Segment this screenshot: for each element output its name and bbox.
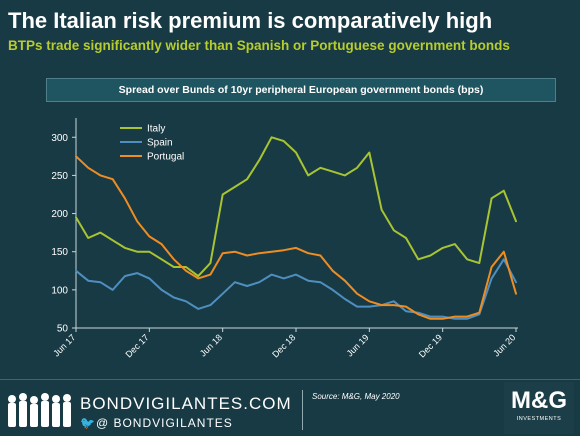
y-tick-label: 200 (51, 209, 68, 220)
x-tick-label: Jun 19 (345, 332, 371, 358)
x-tick-label: Dec 18 (270, 332, 297, 359)
line-chart: 50 100 150 200 250 300 Jun 17 Dec 17 Jun 18 Dec 1… (51, 118, 518, 360)
page-title: The Italian risk premium is comparativel… (8, 8, 493, 33)
y-tick-label: 50 (57, 324, 69, 335)
y-tick-label: 100 (51, 285, 68, 296)
x-tick-label: Jun 17 (51, 332, 77, 358)
footer-divider (302, 390, 303, 430)
mg-logo: M&G INVESTMENTS (504, 382, 574, 434)
crowd-silhouette-icon (8, 393, 71, 427)
footer-brand[interactable]: BONDVIGILANTES.COM (80, 394, 292, 413)
mg-logo-subtext: INVESTMENTS (516, 416, 562, 422)
y-tick-label: 300 (51, 133, 68, 144)
legend-label-italy: Italy (147, 124, 165, 135)
chart-title: Spread over Bunds of 10yr peripheral Eur… (46, 78, 556, 102)
y-tick-label: 150 (51, 247, 68, 258)
series-line-spain (75, 258, 517, 320)
y-tick-label: 250 (51, 171, 68, 182)
x-tick-label: Dec 17 (124, 332, 151, 359)
series-line-italy (75, 136, 517, 278)
source-note: Source: M&G, May 2020 (312, 392, 400, 401)
x-tick-label: Jun 18 (198, 332, 224, 358)
page-subtitle: BTPs trade significantly wider than Span… (8, 38, 510, 53)
twitter-handle[interactable]: 🐦@ BONDVIGILANTES (80, 416, 233, 430)
chart-area: 50 100 150 200 250 300 Jun 17 Dec 17 Jun 18 Dec 1… (0, 108, 580, 373)
x-tick-label: Jun 20 (491, 332, 517, 358)
footer: BONDVIGILANTES.COM 🐦@ BONDVIGILANTES Sou… (0, 379, 580, 436)
legend-label-spain: Spain (147, 138, 173, 149)
mg-logo-text: M&G (511, 387, 567, 414)
legend-label-portugal: Portugal (147, 152, 184, 163)
series-line-portugal (75, 155, 517, 320)
x-tick-label: Dec 19 (417, 332, 444, 359)
